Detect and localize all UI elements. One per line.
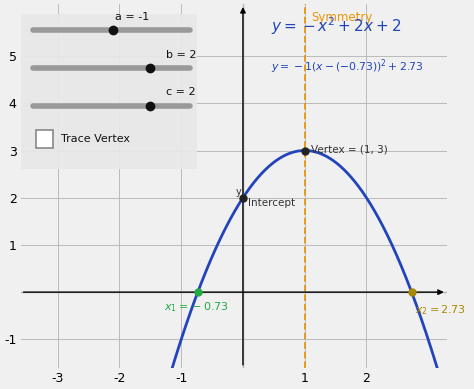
FancyBboxPatch shape xyxy=(21,14,197,169)
Text: $y = -x^2 + 2x + 2$: $y = -x^2 + 2x + 2$ xyxy=(271,16,401,37)
Text: $x_2 = 2.73$: $x_2 = 2.73$ xyxy=(415,303,465,317)
Text: $y = -1(x-(-0.73))^2 + 2.73$: $y = -1(x-(-0.73))^2 + 2.73$ xyxy=(271,57,423,75)
Text: $x_1 = -0.73$: $x_1 = -0.73$ xyxy=(164,300,228,314)
Text: a = -1: a = -1 xyxy=(115,12,149,22)
Text: c = 2: c = 2 xyxy=(166,87,196,97)
Text: Trace Vertex: Trace Vertex xyxy=(61,134,130,144)
Text: b = 2: b = 2 xyxy=(166,49,197,60)
Text: Symmetry: Symmetry xyxy=(311,11,372,24)
Text: y: y xyxy=(236,187,241,197)
Text: Vertex = (1, 3): Vertex = (1, 3) xyxy=(311,145,388,155)
Text: Intercept: Intercept xyxy=(248,198,295,208)
Bar xyxy=(36,130,54,148)
